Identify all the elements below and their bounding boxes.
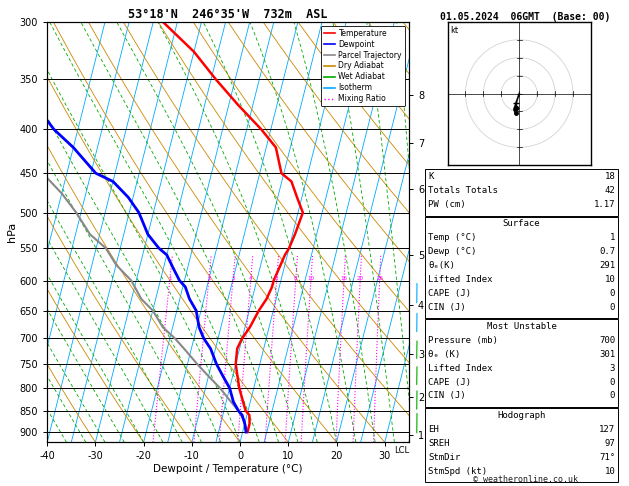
Text: 1: 1 <box>610 233 615 243</box>
Text: Hodograph: Hodograph <box>498 411 545 420</box>
Text: Lifted Index: Lifted Index <box>428 275 493 284</box>
Text: 01.05.2024  06GMT  (Base: 00): 01.05.2024 06GMT (Base: 00) <box>440 12 610 22</box>
Y-axis label: hPa: hPa <box>7 222 17 242</box>
Text: 3: 3 <box>610 364 615 373</box>
Text: CIN (J): CIN (J) <box>428 392 466 400</box>
Text: 1.17: 1.17 <box>594 200 615 209</box>
Text: 20: 20 <box>357 276 364 281</box>
Text: 0: 0 <box>610 392 615 400</box>
Text: 301: 301 <box>599 350 615 359</box>
Text: 0: 0 <box>610 378 615 387</box>
Text: Pressure (mb): Pressure (mb) <box>428 336 498 345</box>
Text: 10: 10 <box>604 275 615 284</box>
Text: 0: 0 <box>610 302 615 312</box>
Text: 0: 0 <box>610 289 615 298</box>
Text: 10: 10 <box>308 276 314 281</box>
Text: Temp (°C): Temp (°C) <box>428 233 477 243</box>
Text: 700: 700 <box>599 336 615 345</box>
Text: CAPE (J): CAPE (J) <box>428 378 471 387</box>
Text: © weatheronline.co.uk: © weatheronline.co.uk <box>473 474 577 484</box>
Text: SREH: SREH <box>428 439 450 448</box>
Y-axis label: km
ASL: km ASL <box>425 232 444 254</box>
Text: 3: 3 <box>231 276 235 281</box>
Text: θₑ (K): θₑ (K) <box>428 350 460 359</box>
Text: StmDir: StmDir <box>428 453 460 462</box>
Text: EH: EH <box>428 425 439 434</box>
Text: 10: 10 <box>604 467 615 476</box>
Text: θₑ(K): θₑ(K) <box>428 261 455 270</box>
Text: CIN (J): CIN (J) <box>428 302 466 312</box>
Text: 127: 127 <box>599 425 615 434</box>
Text: 8: 8 <box>294 276 298 281</box>
Text: Surface: Surface <box>503 220 540 228</box>
Text: 26: 26 <box>376 276 383 281</box>
Text: Dewp (°C): Dewp (°C) <box>428 247 477 256</box>
Text: CAPE (J): CAPE (J) <box>428 289 471 298</box>
Title: 53°18'N  246°35'W  732m  ASL: 53°18'N 246°35'W 732m ASL <box>128 8 328 21</box>
Text: Totals Totals: Totals Totals <box>428 186 498 195</box>
Text: 97: 97 <box>604 439 615 448</box>
Text: 291: 291 <box>599 261 615 270</box>
Text: 71°: 71° <box>599 453 615 462</box>
Text: Most Unstable: Most Unstable <box>486 322 557 331</box>
Text: 0.7: 0.7 <box>599 247 615 256</box>
Text: StmSpd (kt): StmSpd (kt) <box>428 467 487 476</box>
Text: K: K <box>428 172 434 181</box>
Text: LCL: LCL <box>394 447 409 455</box>
Text: PW (cm): PW (cm) <box>428 200 466 209</box>
Text: kt: kt <box>450 26 459 35</box>
Text: 16: 16 <box>340 276 348 281</box>
X-axis label: Dewpoint / Temperature (°C): Dewpoint / Temperature (°C) <box>153 464 303 474</box>
Text: 4: 4 <box>249 276 253 281</box>
Legend: Temperature, Dewpoint, Parcel Trajectory, Dry Adiabat, Wet Adiabat, Isotherm, Mi: Temperature, Dewpoint, Parcel Trajectory… <box>321 26 405 106</box>
Text: 1: 1 <box>168 276 172 281</box>
Text: Lifted Index: Lifted Index <box>428 364 493 373</box>
Text: 42: 42 <box>604 186 615 195</box>
Text: 18: 18 <box>604 172 615 181</box>
Text: 6: 6 <box>275 276 279 281</box>
Text: 2: 2 <box>207 276 211 281</box>
